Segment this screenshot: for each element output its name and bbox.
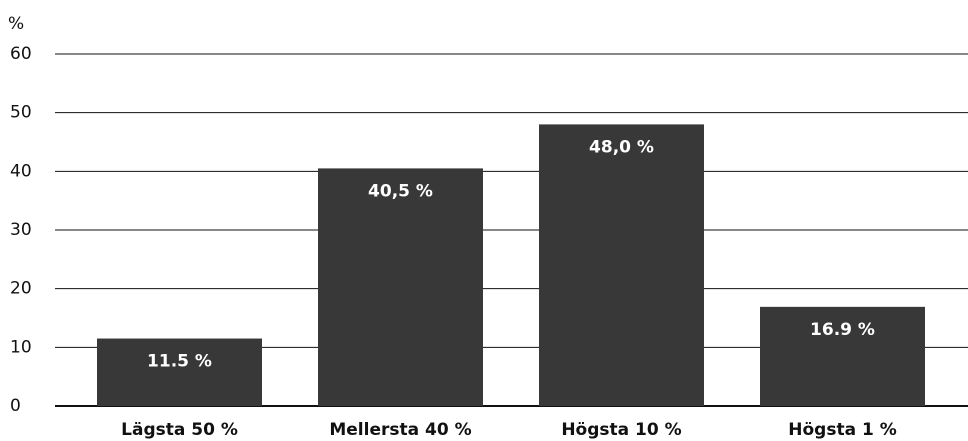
bar [539,124,704,407]
x-tick-label: Högsta 10 % [561,420,681,440]
value-label: 40,5 % [368,181,433,201]
y-tick-label: 10 [10,337,32,357]
value-label: 11.5 % [147,352,212,372]
y-tick-label: 20 [10,279,32,299]
x-tick-label: Mellersta 40 % [329,420,471,440]
y-tick-label: 50 [10,103,32,123]
y-tick-label: 30 [10,220,32,240]
y-tick-label: 40 [10,161,32,181]
value-label: 16.9 % [810,320,875,340]
bar [318,168,483,406]
bar [760,306,925,406]
bar [97,338,262,406]
y-tick-label: 0 [10,396,21,416]
y-axis-label: % [8,14,24,34]
value-label: 48,0 % [589,137,654,157]
x-tick-label: Högsta 1 % [788,420,897,440]
y-tick-label: 60 [10,44,32,64]
x-tick-label: Lägsta 50 % [121,420,238,440]
